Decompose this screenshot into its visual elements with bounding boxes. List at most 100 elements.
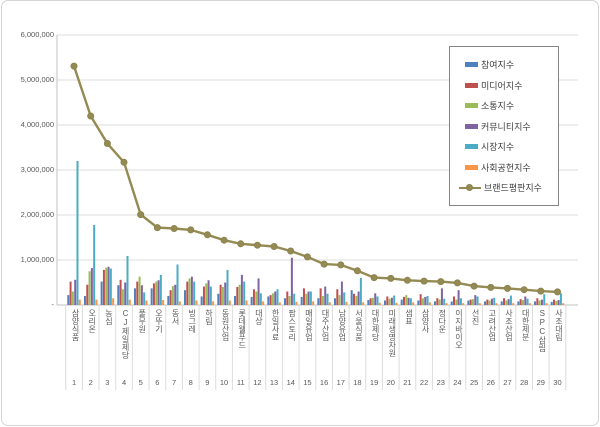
bar-시장지수-15 [309, 291, 312, 305]
bar-미디어지수-30 [553, 299, 556, 305]
rank-label-3: 3 [105, 378, 110, 387]
bar-소통지수-23 [438, 299, 441, 305]
rank-label-5: 5 [138, 378, 143, 387]
rank-label-6: 6 [155, 378, 160, 387]
category-label-2: 오리온 [87, 309, 97, 333]
line-marker-25 [470, 282, 478, 290]
bar-소통지수-27 [505, 300, 508, 305]
line-marker-1 [70, 62, 78, 70]
bar-사회공헌지수-19 [378, 302, 381, 305]
bar-시장지수-1 [76, 161, 79, 305]
category-label-4: CJ제일제당 [121, 309, 131, 359]
bar-미디어지수-16 [319, 288, 322, 305]
legend-swatch-icon [465, 123, 478, 129]
bar-미디어지수-4 [119, 279, 122, 305]
rank-label-12: 12 [253, 378, 262, 387]
bar-미디어지수-21 [402, 296, 405, 305]
bar-미디어지수-11 [236, 287, 239, 305]
bar-시장지수-13 [276, 289, 279, 305]
bar-참여지수-15 [300, 296, 303, 305]
category-label-30: 사조대림 [554, 309, 564, 341]
bar-사회공헌지수-7 [178, 301, 181, 305]
bar-시장지수-12 [259, 293, 262, 305]
bar-미디어지수-17 [336, 289, 339, 305]
bar-미디어지수-5 [136, 281, 139, 305]
bar-참여지수-3 [100, 281, 103, 305]
bar-소통지수-4 [121, 289, 124, 305]
legend-item: 소통지수 [450, 99, 558, 113]
rank-label-15: 15 [303, 378, 312, 387]
bar-소통지수-25 [471, 299, 474, 305]
bar-소통지수-8 [188, 278, 191, 305]
bar-미디어지수-25 [469, 299, 472, 305]
y-tick-label: 4,000,000 [20, 120, 54, 129]
rank-label-23: 23 [436, 378, 445, 387]
bar-커뮤니티지수-11 [240, 274, 243, 305]
bar-참여지수-13 [267, 296, 270, 305]
category-label-26: 고려산업 [487, 309, 497, 341]
bar-참여지수-30 [550, 301, 553, 305]
bar-사회공헌지수-15 [312, 301, 315, 305]
bar-시장지수-3 [109, 268, 112, 305]
bar-미디어지수-27 [503, 298, 506, 305]
rank-label-24: 24 [453, 378, 462, 387]
bar-시장지수-23 [443, 298, 446, 305]
bar-사회공헌지수-12 [262, 301, 265, 305]
line-marker-18 [353, 267, 361, 275]
bar-미디어지수-12 [252, 289, 255, 305]
bar-미디어지수-1 [69, 281, 72, 305]
rank-label-10: 10 [219, 378, 229, 387]
bar-참여지수-5 [133, 288, 136, 305]
legend-item: 미디어지수 [450, 78, 558, 92]
legend-swatch-icon [465, 82, 478, 88]
bar-사회공헌지수-14 [295, 301, 298, 305]
bar-사회공헌지수-30 [562, 303, 565, 305]
bar-참여지수-26 [484, 301, 487, 305]
bar-미디어지수-8 [186, 281, 189, 305]
bar-커뮤니티지수-17 [340, 281, 343, 305]
rank-label-8: 8 [188, 378, 193, 387]
bar-커뮤니티지수-18 [357, 291, 360, 305]
rank-label-9: 9 [205, 378, 210, 387]
y-tick-label: 6,000,000 [20, 30, 54, 39]
bar-시장지수-20 [393, 295, 396, 305]
bar-커뮤니티지수-22 [424, 296, 427, 305]
bar-사회공헌지수-26 [495, 303, 498, 305]
bar-미디어지수-15 [302, 288, 305, 305]
category-label-6: 오뚜기 [154, 309, 164, 333]
category-label-16: 대주산업 [321, 309, 331, 341]
legend-swatch-icon [465, 62, 478, 67]
bar-사회공헌지수-10 [228, 300, 231, 305]
bar-참여지수-16 [317, 298, 320, 305]
bar-참여지수-24 [450, 301, 453, 305]
bar-소통지수-16 [321, 296, 324, 305]
bar-사회공헌지수-22 [428, 302, 431, 305]
bar-소통지수-30 [555, 300, 558, 305]
category-label-25: 선진 [471, 309, 481, 325]
bar-미디어지수-28 [519, 299, 522, 305]
rank-label-14: 14 [286, 378, 295, 387]
bar-소통지수-19 [371, 297, 374, 305]
line-marker-7 [170, 224, 178, 232]
bar-시장지수-9 [209, 286, 212, 305]
rank-label-26: 26 [486, 378, 495, 387]
bar-미디어지수-23 [436, 298, 439, 305]
bar-커뮤니티지수-19 [374, 293, 377, 305]
line-marker-29 [537, 287, 545, 295]
bar-시장지수-29 [543, 294, 546, 305]
legend-label: 시장지수 [481, 142, 515, 152]
bar-시장지수-14 [293, 293, 296, 305]
line-marker-30 [554, 288, 562, 296]
y-tick-label: 3,000,000 [20, 165, 54, 174]
rank-label-30: 30 [553, 378, 562, 387]
category-label-19: 대한제당 [371, 309, 381, 341]
bar-커뮤니티지수-20 [390, 297, 393, 305]
bar-소통지수-15 [305, 293, 308, 305]
bar-소통지수-22 [421, 298, 424, 305]
category-label-17: 남양유업 [337, 309, 347, 341]
bar-참여지수-10 [217, 293, 220, 305]
bar-소통지수-3 [105, 267, 108, 305]
rank-label-18: 18 [353, 378, 362, 387]
bar-참여지수-22 [417, 300, 420, 305]
